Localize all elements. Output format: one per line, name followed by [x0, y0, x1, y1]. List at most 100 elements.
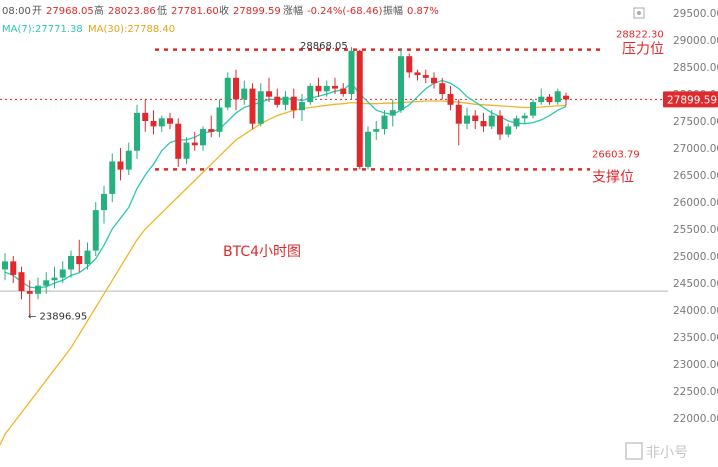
watermark-text: 非小号 — [646, 445, 688, 461]
candle-down — [167, 118, 173, 124]
candle-up — [134, 112, 140, 151]
y-tick-label: 23000.00 — [673, 359, 718, 371]
ohlc-info-line: 08:00 开 27968.05 高 28023.86 低 27781.60 收… — [2, 4, 439, 35]
candle-up — [241, 88, 248, 100]
candle-down — [340, 88, 347, 94]
low-label: 低 — [157, 4, 167, 17]
candles — [2, 47, 569, 316]
chart-title: BTC4小时图 — [223, 244, 301, 260]
candle-up — [200, 129, 206, 146]
y-tick-label: 23500.00 — [673, 332, 718, 344]
candle-up — [109, 161, 116, 194]
y-tick-label: 26000.00 — [673, 197, 718, 209]
change-value: -0.24%(-68.46) — [307, 6, 383, 17]
candle-up — [299, 102, 305, 111]
candle-down — [76, 256, 83, 265]
candle-up — [51, 277, 58, 281]
candle-down — [431, 77, 437, 84]
candle-down — [472, 115, 479, 121]
candle-down — [290, 96, 297, 111]
amplitude-label: 振幅 — [383, 4, 403, 17]
candle-down — [422, 75, 429, 78]
change-label: 涨幅 — [283, 4, 303, 17]
candle-up — [224, 77, 231, 108]
support-text: 支撑位 — [592, 169, 634, 185]
candle-down — [563, 95, 569, 100]
y-tick-label: 27000.00 — [673, 143, 718, 155]
candle-down — [406, 56, 413, 73]
candle-down — [249, 88, 256, 124]
candle-down — [455, 104, 462, 124]
candle-up — [373, 129, 380, 132]
high-marker-label: 28868.05 — [300, 41, 348, 52]
y-tick-label: 29500.00 — [673, 8, 718, 20]
candle-up — [101, 193, 107, 211]
close-label: 收 — [219, 4, 229, 17]
candle-up — [183, 142, 190, 159]
candle-up — [488, 115, 495, 127]
low-value: 27781.60 — [171, 6, 219, 17]
candle-up — [381, 115, 388, 130]
candle-up — [348, 50, 355, 94]
watermark: 非小号 — [625, 442, 688, 461]
candle-down — [332, 85, 338, 89]
y-tick-label: 28500.00 — [673, 62, 718, 74]
settings-icon[interactable] — [633, 7, 645, 19]
candle-down — [191, 142, 198, 146]
candle-down — [208, 129, 215, 132]
ma30-legend: MA(30):27788.40 — [88, 24, 175, 35]
candle-down — [266, 91, 272, 97]
candle-up — [84, 250, 91, 265]
y-tick-label: 26500.00 — [673, 170, 718, 182]
resistance-value-label: 28822.30 — [616, 30, 664, 41]
candle-up — [389, 110, 396, 116]
candle-up — [365, 131, 371, 167]
candle-down — [18, 272, 25, 292]
open-label: 开 — [32, 6, 42, 17]
candle-down — [150, 121, 157, 127]
candle-up — [398, 56, 404, 111]
y-tick-label: 24500.00 — [673, 278, 718, 290]
candle-down — [26, 291, 33, 294]
candle-down — [10, 261, 17, 275]
y-axis: 29500.0029000.0028500.0028000.0027500.00… — [673, 8, 718, 425]
close-value: 27899.59 — [233, 6, 281, 17]
candle-up — [530, 102, 536, 116]
y-tick-label: 27500.00 — [673, 116, 718, 128]
candle-down — [497, 115, 503, 135]
y-tick-label: 22500.00 — [673, 386, 718, 398]
candle-down — [233, 77, 239, 100]
candle-up — [538, 96, 545, 103]
candle-up — [158, 118, 165, 127]
time-label: 08:00 — [2, 6, 31, 17]
candle-down — [117, 161, 124, 170]
y-tick-label: 25500.00 — [673, 224, 718, 236]
candle-up — [307, 85, 314, 103]
support-value-label: 26603.79 — [592, 149, 640, 160]
candle-down — [447, 94, 454, 105]
candle-down — [546, 96, 553, 103]
candle-up — [2, 261, 8, 270]
candle-up — [513, 118, 520, 127]
candle-down — [315, 85, 322, 92]
candle-down — [414, 72, 421, 76]
candle-up — [521, 115, 528, 119]
last-price-badge: 27899.59 — [663, 91, 718, 108]
y-tick-label: 29000.00 — [673, 35, 718, 47]
candle-up — [43, 280, 50, 286]
last-price-text: 27899.59 — [667, 94, 717, 106]
candle-down — [439, 83, 446, 94]
low-marker-label: ← 23896.95 — [28, 312, 87, 323]
candle-up — [35, 285, 41, 294]
candle-up — [125, 150, 132, 170]
y-tick-label: 24000.00 — [673, 305, 718, 317]
candle-up — [464, 115, 470, 124]
candle-up — [554, 91, 561, 103]
amplitude-value: 0.87% — [407, 6, 439, 17]
candle-up — [92, 210, 99, 251]
candle-down — [175, 123, 182, 159]
candle-up — [323, 85, 330, 92]
candle-down — [274, 96, 281, 105]
candle-up — [257, 91, 264, 124]
